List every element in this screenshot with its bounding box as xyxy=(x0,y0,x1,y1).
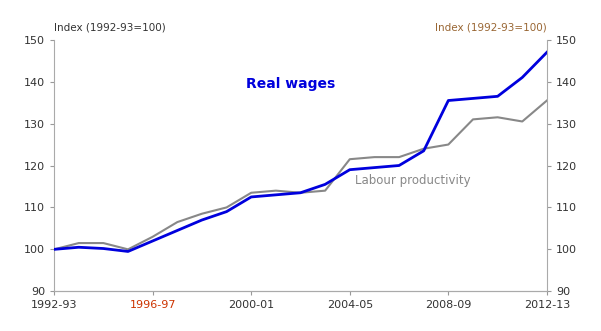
Text: Index (1992-93=100): Index (1992-93=100) xyxy=(435,22,547,32)
Text: Real wages: Real wages xyxy=(246,77,335,91)
Text: Labour productivity: Labour productivity xyxy=(355,174,471,187)
Text: Index (1992-93=100): Index (1992-93=100) xyxy=(54,22,166,32)
